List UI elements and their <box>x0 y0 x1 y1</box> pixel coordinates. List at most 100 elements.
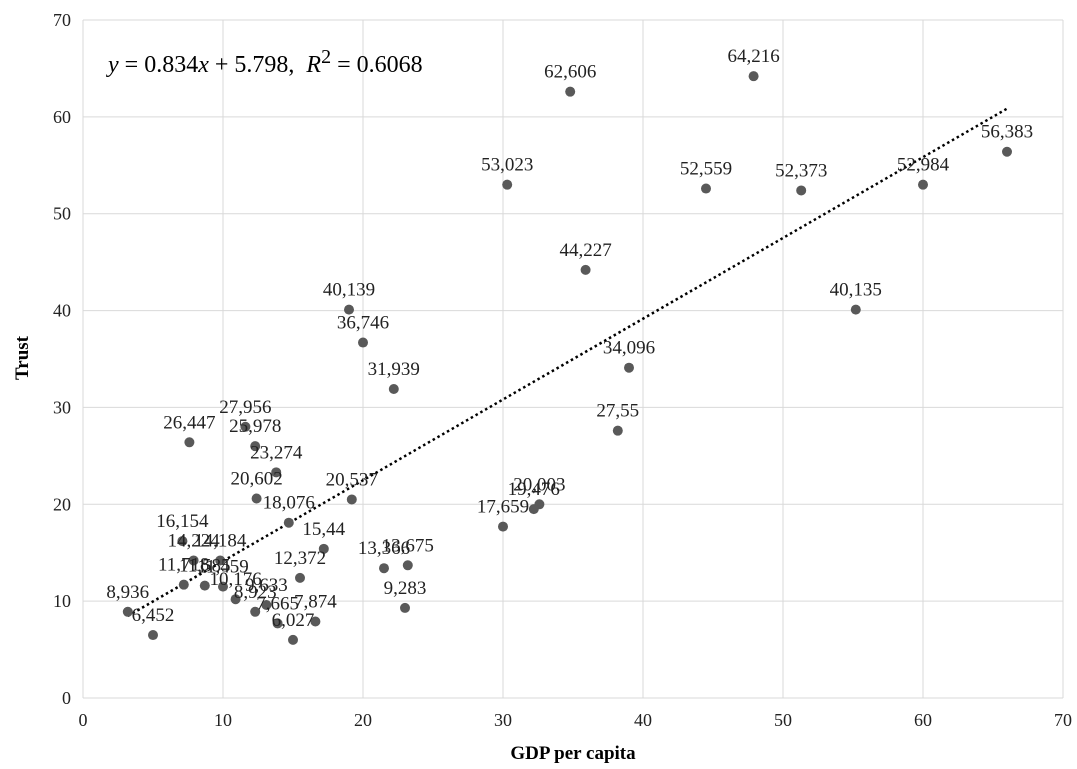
data-point <box>251 493 262 504</box>
data-label: 62,606 <box>544 62 596 83</box>
data-label: 11,459 <box>197 557 249 578</box>
data-point <box>240 421 251 432</box>
data-label: 7,874 <box>294 591 337 612</box>
data-label: 13,675 <box>382 535 434 556</box>
regression-equation: y = 0.834x + 5.798, R2 = 0.6068 <box>108 46 423 78</box>
x-tick-label: 40 <box>634 710 652 730</box>
data-label: 17,659 <box>477 497 529 518</box>
x-tick-label: 70 <box>1054 710 1072 730</box>
data-label: 15,44 <box>302 519 345 540</box>
data-point <box>288 634 298 645</box>
data-point <box>218 581 228 592</box>
x-tick-label: 50 <box>774 710 792 730</box>
data-point <box>612 425 623 436</box>
x-tick-label: 0 <box>79 710 88 730</box>
y-tick-label: 60 <box>53 107 71 127</box>
data-point <box>178 579 189 590</box>
data-point <box>918 179 928 190</box>
data-point <box>502 179 513 190</box>
data-label: 52,984 <box>897 155 950 176</box>
data-label: 27,956 <box>219 397 271 418</box>
data-label: 11,585 <box>179 556 231 577</box>
data-label: 53,023 <box>481 155 533 176</box>
data-label: 23,274 <box>250 442 303 463</box>
x-tick-label: 30 <box>494 710 512 730</box>
y-tick-label: 40 <box>53 301 71 321</box>
y-tick-label: 10 <box>53 591 71 611</box>
data-label: 6,452 <box>132 605 175 626</box>
data-label: 44,227 <box>559 240 611 261</box>
data-label: 18,076 <box>263 493 315 514</box>
data-point <box>250 606 261 617</box>
trendline <box>127 107 1008 618</box>
data-point <box>271 467 282 478</box>
y-tick-label: 50 <box>53 204 71 224</box>
data-label: 13,366 <box>358 538 410 559</box>
data-label: 8,923 <box>234 582 277 603</box>
data-label: 14,184 <box>194 530 247 551</box>
y-tick-label: 20 <box>53 494 71 514</box>
x-axis-title: GDP per capita <box>510 743 636 764</box>
data-point <box>388 384 399 395</box>
data-label: 19,476 <box>508 479 560 500</box>
data-labels: 64,216 62,606 56,383 53,023 52,984 52,559 52,3… <box>106 46 1033 631</box>
data-point <box>580 264 591 275</box>
gridlines <box>82 19 1064 699</box>
data-point <box>850 304 861 315</box>
data-label: 36,746 <box>337 313 389 334</box>
data-point <box>528 504 539 515</box>
y-tick-label: 70 <box>53 10 71 30</box>
y-axis-ticks: 0 10 20 30 40 50 60 70 <box>53 10 71 708</box>
data-label: 9,283 <box>384 578 427 599</box>
data-label: 10,176 <box>209 569 261 590</box>
data-point <box>295 572 305 583</box>
data-point <box>283 517 294 528</box>
x-axis-ticks: 0 10 20 30 40 50 60 70 <box>79 710 1073 730</box>
data-label: 20,003 <box>513 474 565 495</box>
data-label: 40,139 <box>323 280 375 301</box>
data-label: 9,633 <box>245 575 288 596</box>
data-point <box>230 594 241 605</box>
data-point <box>148 630 158 641</box>
data-point <box>1002 146 1012 157</box>
x-tick-label: 60 <box>914 710 932 730</box>
data-label: 34,096 <box>603 338 655 359</box>
y-axis-title: Trust <box>12 335 33 380</box>
data-label: 12,372 <box>274 548 326 569</box>
data-point <box>701 183 711 194</box>
data-label: 31,939 <box>368 359 420 380</box>
data-label: 20,602 <box>230 468 282 489</box>
data-point <box>498 521 508 532</box>
data-point <box>177 536 188 547</box>
data-point <box>748 71 759 82</box>
data-points <box>122 71 1012 645</box>
data-label: 52,559 <box>680 159 732 180</box>
data-point <box>188 555 199 566</box>
data-point <box>261 600 272 611</box>
data-label: 20,537 <box>326 469 378 490</box>
data-label: 26,447 <box>163 412 215 433</box>
data-label: 64,216 <box>727 46 779 67</box>
data-point <box>358 337 368 348</box>
data-label: 11,718 <box>158 555 210 576</box>
data-point <box>400 602 410 613</box>
data-point <box>565 86 576 97</box>
data-label: 25,978 <box>229 416 281 437</box>
data-label: 16,154 <box>156 511 209 532</box>
data-point <box>184 437 195 448</box>
data-point <box>318 543 329 554</box>
data-label: 8,936 <box>106 582 149 603</box>
x-tick-label: 20 <box>354 710 372 730</box>
y-tick-label: 0 <box>62 688 71 708</box>
data-label: 6,027 <box>272 610 315 631</box>
y-tick-label: 30 <box>53 397 71 417</box>
data-label: 7,665 <box>256 593 299 614</box>
data-point <box>215 555 226 566</box>
data-point <box>344 304 354 315</box>
data-label: 40,135 <box>830 280 882 301</box>
data-label: 56,383 <box>981 122 1033 143</box>
data-point <box>379 563 389 574</box>
data-label: 14,224 <box>167 530 220 551</box>
data-point <box>796 185 807 196</box>
